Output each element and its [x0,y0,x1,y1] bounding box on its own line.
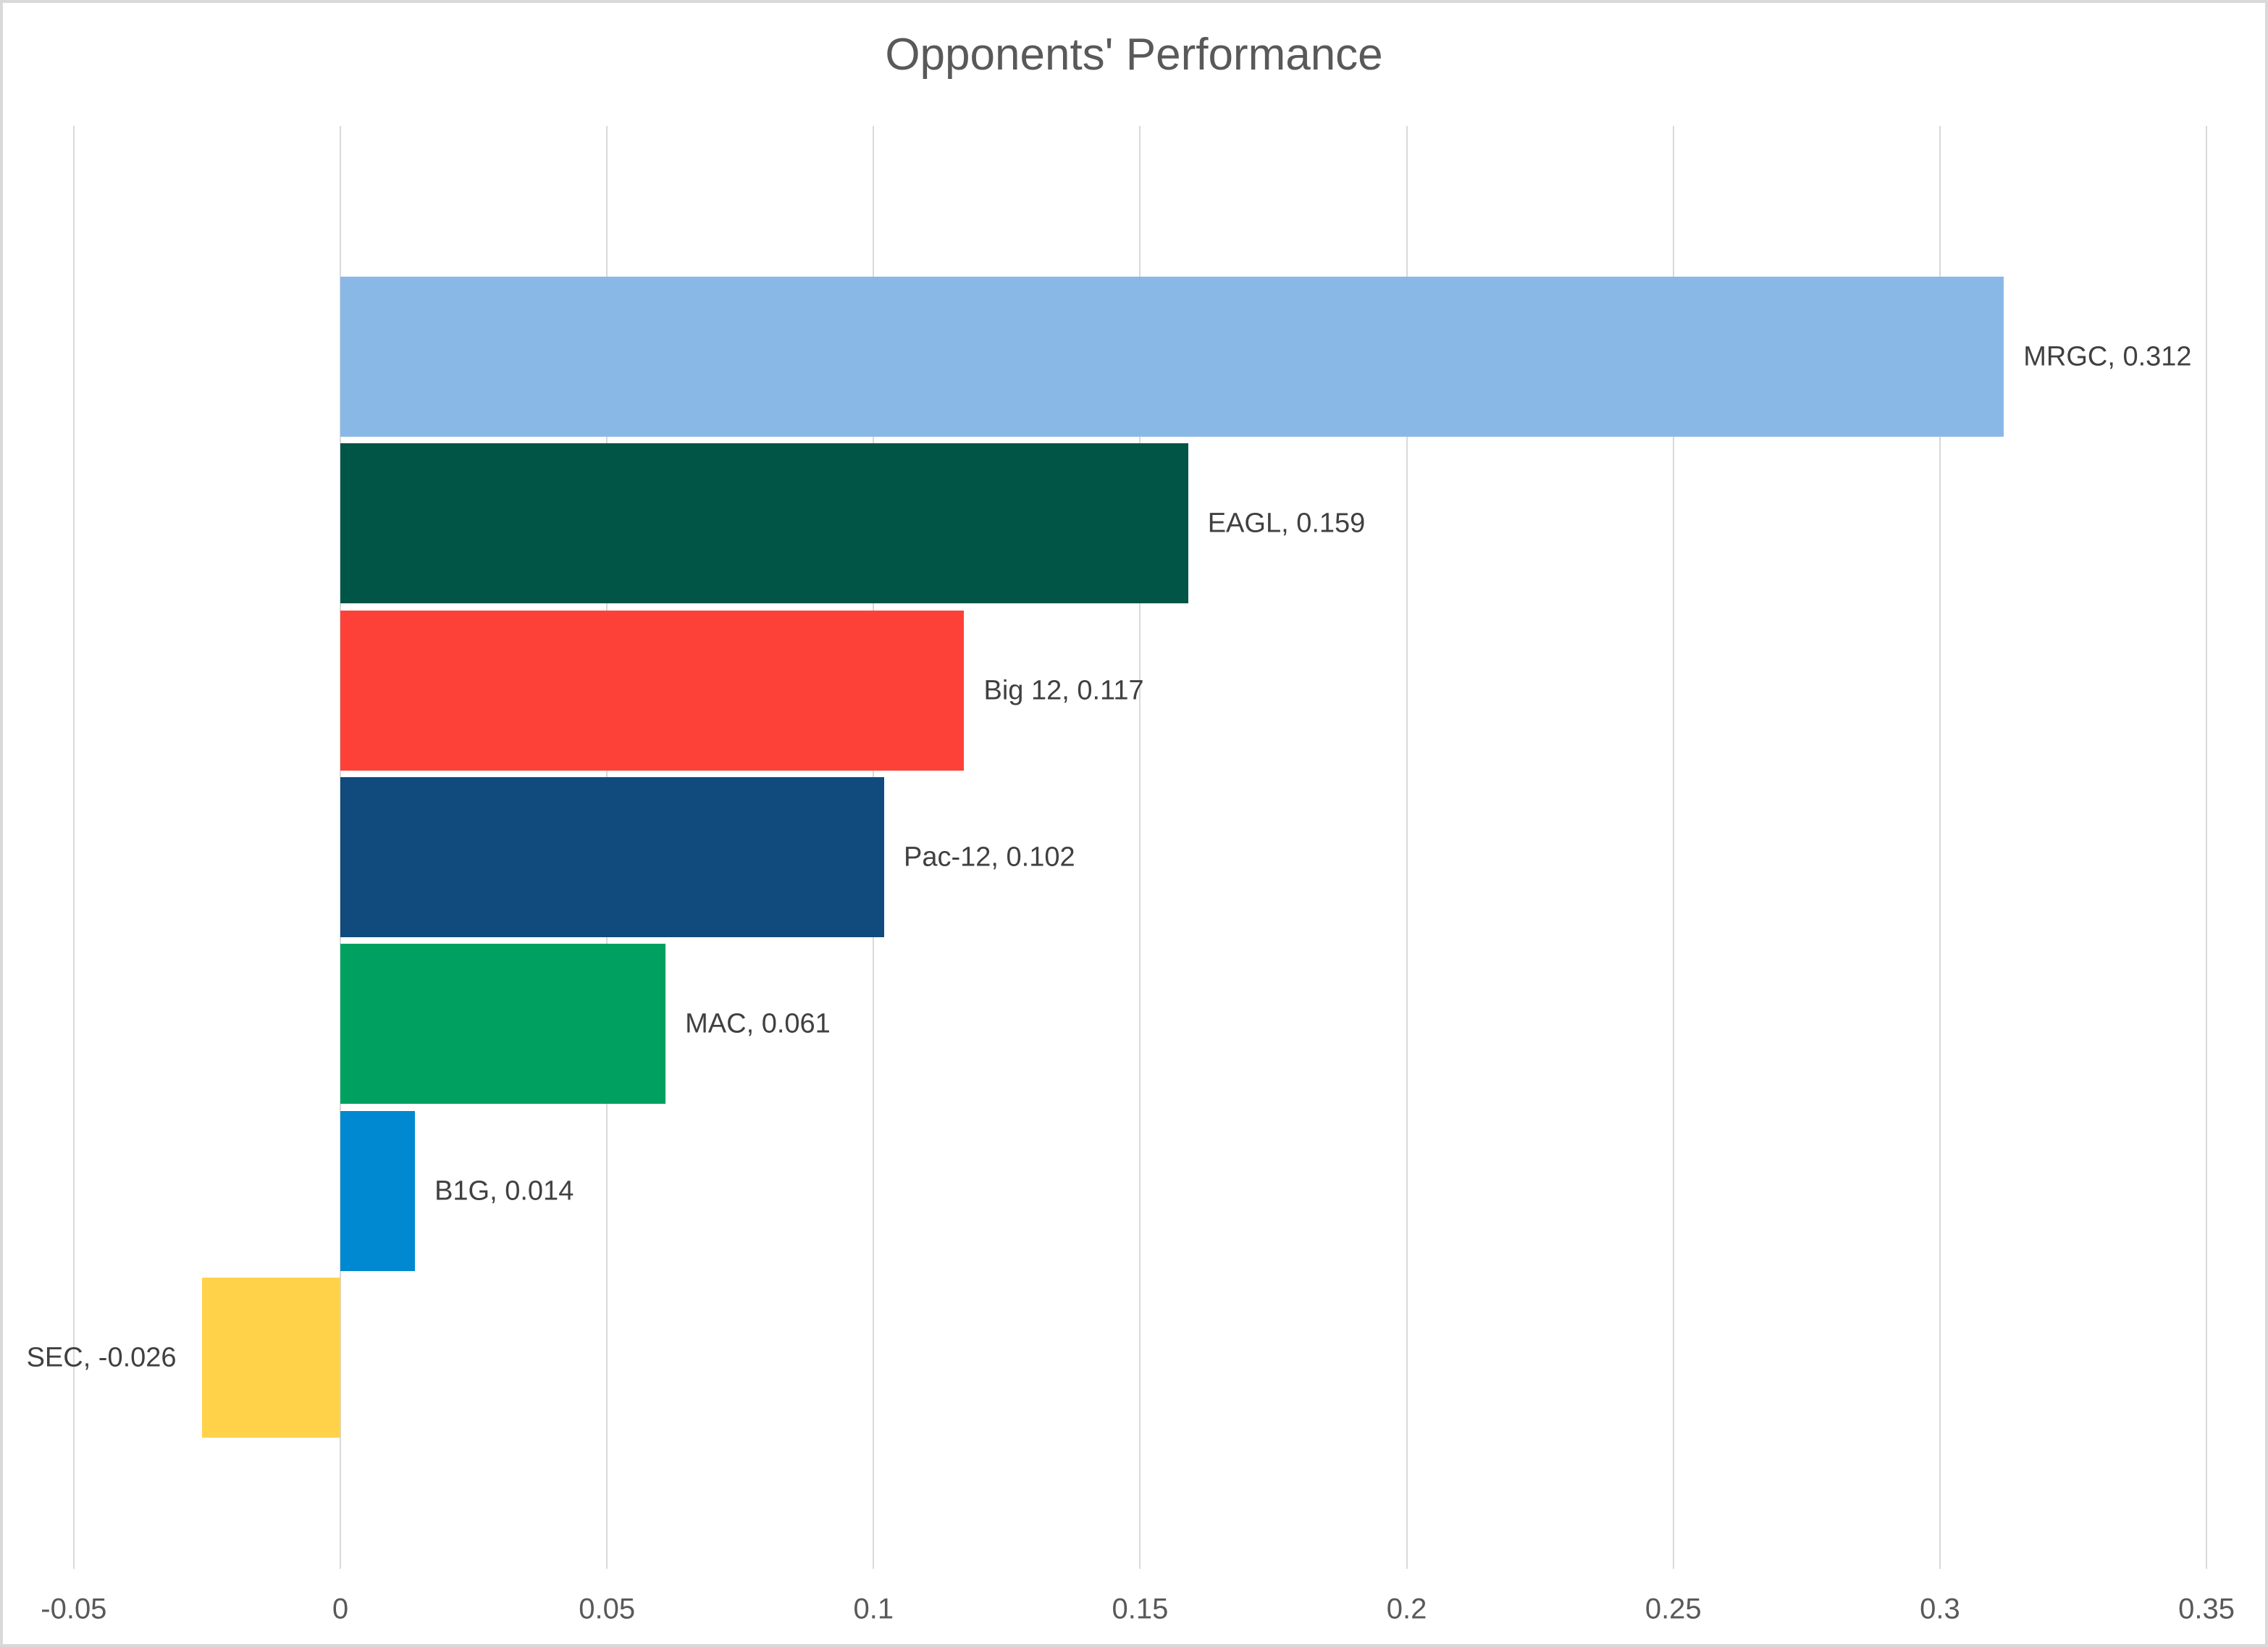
data-label-eagl: EAGL, 0.159 [1207,508,1366,538]
x-tick-label-0: 0 [332,1593,349,1625]
bar-big-12 [340,611,965,771]
x-tick-label-0.2: 0.2 [1386,1593,1427,1625]
bar-eagl [340,443,1188,603]
x-tick-label-0.05: 0.05 [579,1593,636,1625]
bar-mac [340,944,666,1104]
x-tick-label-0.1: 0.1 [853,1593,894,1625]
plot-area: MRGC, 0.312 EAGL, 0.159 Big 12, 0.117 Pac-1… [3,3,2265,1644]
x-tick-label-0.25: 0.25 [1645,1593,1702,1625]
bar-sec [201,1278,340,1438]
gridline-0.15 [1139,126,1141,1569]
bar-b1g [340,1111,416,1271]
data-label-mrgc: MRGC, 0.312 [2023,341,2192,372]
x-tick-label-0.3: 0.3 [1920,1593,1960,1625]
x-tick-label--0.05: -0.05 [41,1593,107,1625]
chart-title: Opponents' Performance [885,30,1383,80]
data-label-sec: SEC, -0.026 [26,1342,177,1372]
bar-mrgc [340,277,2004,437]
gridline-0.2 [1406,126,1408,1569]
data-label-big-12: Big 12, 0.117 [983,675,1144,705]
x-tick-label-0.35: 0.35 [2178,1593,2235,1625]
gridline-0.25 [1672,126,1674,1569]
data-label-b1g: B1G, 0.014 [434,1175,574,1206]
gridline-0.3 [1939,126,1941,1569]
data-label-mac: MAC, 0.061 [685,1008,831,1039]
gridline--0.05 [72,126,75,1569]
gridline-0.35 [2206,126,2208,1569]
x-tick-label-0.15: 0.15 [1112,1593,1169,1625]
data-label-pac-12: Pac-12, 0.102 [904,842,1075,872]
bar-pac-12 [340,777,885,937]
